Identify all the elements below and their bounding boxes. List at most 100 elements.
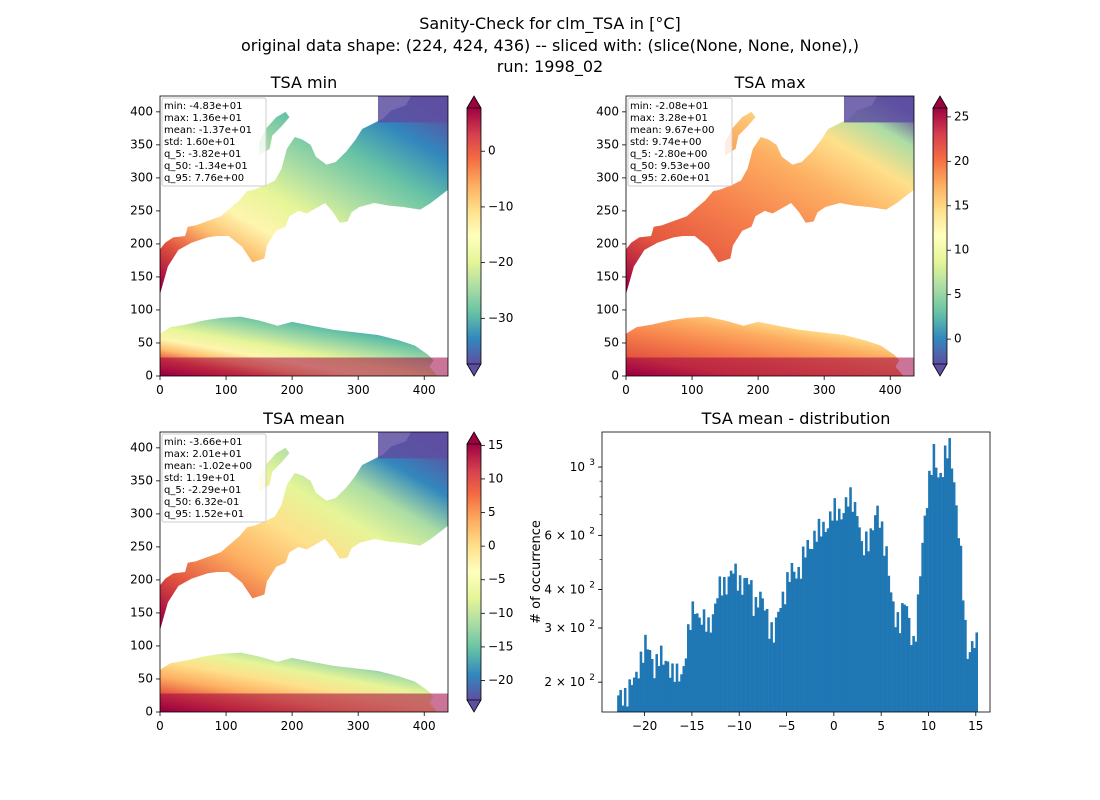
y-tick-exponent: 2 (589, 619, 595, 629)
histogram-bar (957, 538, 960, 712)
y-tick-label: 50 (138, 335, 153, 349)
histogram-bar (801, 546, 805, 712)
histogram-bar (666, 661, 670, 712)
histogram-bar (790, 562, 794, 712)
colorbar-tick-label: −20 (488, 673, 513, 687)
y-tick-label: 200 (130, 236, 153, 250)
histogram-bar (894, 627, 897, 712)
stats-line: std: 1.60e+01 (164, 137, 236, 148)
histogram-bar (635, 671, 638, 712)
histogram-bar (878, 527, 882, 712)
x-tick-label: 200 (747, 383, 770, 397)
histogram-bars (617, 437, 978, 712)
x-tick-label: 400 (413, 383, 436, 397)
map-field (160, 96, 449, 376)
histogram-bar (626, 706, 629, 712)
x-tick-label: 0 (622, 383, 630, 397)
histogram-bar (682, 666, 686, 712)
histogram-bar (898, 633, 902, 712)
histogram-bar (849, 487, 852, 712)
colorbar-gradient (467, 108, 481, 364)
histogram-bar (826, 528, 830, 712)
histogram-bar (691, 601, 695, 712)
map-title: TSA mean (262, 409, 345, 428)
histogram-bar (923, 515, 927, 712)
map-axes-frame (625, 95, 915, 377)
histogram-bar (646, 649, 649, 712)
colorbar-extend-max (466, 95, 482, 109)
y-tick-label: 0 (145, 369, 153, 383)
histogram-bar (680, 674, 683, 712)
stats-line: q_95: 1.52e+01 (164, 509, 244, 520)
histogram-bar (880, 521, 884, 712)
histogram-bar (759, 591, 762, 712)
y-tick-label: 350 (596, 137, 619, 151)
histogram-bar (783, 604, 787, 712)
histogram-bar (747, 584, 751, 712)
histogram-bar (745, 577, 749, 712)
stats-legend-frame (161, 433, 267, 523)
y-tick-label: 150 (130, 269, 153, 283)
histogram-bar (725, 594, 728, 712)
histogram-bar (808, 548, 812, 712)
y-tick-label: 250 (130, 539, 153, 553)
y-tick-exponent: 2 (589, 673, 595, 683)
histogram-bar (952, 482, 956, 712)
histogram-bar (851, 511, 855, 712)
y-tick-label: 50 (604, 335, 619, 349)
x-tick-label: −20 (632, 719, 657, 733)
histogram-bar (955, 505, 958, 712)
y-tick-exponent: 2 (589, 581, 595, 591)
histogram-bar (761, 598, 764, 712)
histogram-bar (822, 521, 825, 712)
histogram-bar (959, 545, 963, 712)
histogram-bar (943, 445, 947, 712)
histogram-bar (810, 549, 814, 712)
histogram-bar (657, 666, 661, 712)
x-tick-label: 100 (215, 383, 238, 397)
histogram-bar (675, 663, 679, 712)
y-tick-label: 100 (130, 302, 153, 316)
histogram-bar (835, 520, 839, 712)
histogram-bar (716, 598, 719, 712)
histogram-bar (668, 677, 672, 712)
histogram-bar (869, 528, 873, 712)
stats-line: q_5: -2.80e+00 (630, 149, 707, 160)
histogram-bar (650, 658, 654, 712)
x-tick-label: 100 (215, 719, 238, 733)
y-tick-label: 250 (130, 203, 153, 217)
histogram-bar (756, 607, 760, 712)
histogram-bar (907, 617, 911, 712)
colorbar-tick-label: 5 (954, 287, 962, 301)
y-tick-label: 400 (130, 104, 153, 118)
histogram-bar (750, 580, 753, 712)
figure-title-line-2: original data shape: (224, 424, 436) -- … (241, 36, 859, 55)
colorbar-tick-label: 10 (488, 471, 503, 485)
y-tick-label: 200 (596, 236, 619, 250)
histogram-bar (975, 632, 978, 712)
y-tick-label: 0 (145, 705, 153, 719)
stats-line: q_5: -3.82e+01 (164, 149, 241, 160)
histogram-bar (777, 611, 780, 712)
histogram-bar (662, 664, 665, 712)
histogram-bar (707, 617, 710, 712)
histogram-axes-frame (601, 431, 991, 713)
histogram-bar (867, 551, 870, 712)
histogram-bar (941, 477, 945, 712)
x-tick-label: −15 (679, 719, 704, 733)
histogram-bar (792, 571, 796, 712)
histogram-bar (973, 647, 976, 712)
histogram-bar (860, 541, 864, 712)
y-tick-exponent: 2 (589, 526, 595, 536)
histogram-bar (772, 642, 776, 712)
colorbar-extend-max (466, 431, 482, 445)
histogram-bar (795, 578, 798, 712)
stats-line: q_95: 2.60e+01 (630, 173, 710, 184)
x-tick-label: 300 (347, 719, 370, 733)
figure-title-line-1: Sanity-Check for clm_TSA in [°C] (419, 14, 681, 34)
histogram-bar (919, 576, 922, 712)
histogram-bar (698, 617, 701, 712)
histogram-bar (885, 546, 888, 712)
x-tick-label: 10 (921, 719, 936, 733)
histogram-bar (623, 688, 627, 712)
